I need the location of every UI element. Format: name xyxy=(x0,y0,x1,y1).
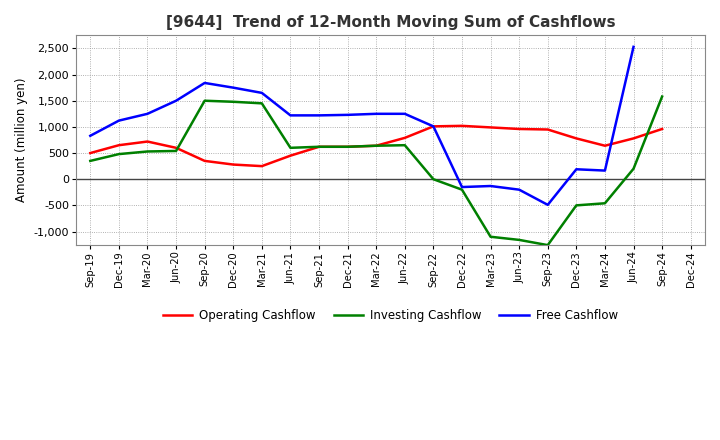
Operating Cashflow xyxy=(429,124,438,129)
Investing Cashflow xyxy=(429,176,438,182)
Free Cashflow xyxy=(315,113,323,118)
Free Cashflow xyxy=(572,167,580,172)
Free Cashflow xyxy=(114,118,123,123)
Operating Cashflow xyxy=(400,135,409,140)
Operating Cashflow xyxy=(458,123,467,128)
Free Cashflow xyxy=(200,81,209,86)
Investing Cashflow xyxy=(315,144,323,150)
Free Cashflow xyxy=(229,85,238,90)
Line: Operating Cashflow: Operating Cashflow xyxy=(90,126,662,166)
Investing Cashflow xyxy=(114,151,123,157)
Free Cashflow xyxy=(372,111,381,117)
Investing Cashflow xyxy=(258,101,266,106)
Investing Cashflow xyxy=(544,242,552,248)
Line: Free Cashflow: Free Cashflow xyxy=(90,47,634,205)
Investing Cashflow xyxy=(200,98,209,103)
Operating Cashflow xyxy=(143,139,152,144)
Investing Cashflow xyxy=(229,99,238,104)
Free Cashflow xyxy=(172,98,181,103)
Free Cashflow xyxy=(143,111,152,117)
Operating Cashflow xyxy=(629,136,638,141)
Free Cashflow xyxy=(429,124,438,129)
Free Cashflow xyxy=(286,113,294,118)
Investing Cashflow xyxy=(486,234,495,239)
Legend: Operating Cashflow, Investing Cashflow, Free Cashflow: Operating Cashflow, Investing Cashflow, … xyxy=(158,304,623,326)
Investing Cashflow xyxy=(515,237,523,242)
Operating Cashflow xyxy=(86,150,94,156)
Operating Cashflow xyxy=(343,144,352,150)
Free Cashflow xyxy=(486,183,495,189)
Y-axis label: Amount (million yen): Amount (million yen) xyxy=(15,78,28,202)
Investing Cashflow xyxy=(658,94,667,99)
Investing Cashflow xyxy=(600,201,609,206)
Investing Cashflow xyxy=(286,145,294,150)
Operating Cashflow xyxy=(286,153,294,158)
Operating Cashflow xyxy=(229,162,238,167)
Operating Cashflow xyxy=(372,143,381,148)
Operating Cashflow xyxy=(114,143,123,148)
Operating Cashflow xyxy=(658,126,667,132)
Investing Cashflow xyxy=(372,143,381,148)
Investing Cashflow xyxy=(86,158,94,164)
Operating Cashflow xyxy=(515,126,523,132)
Free Cashflow xyxy=(458,184,467,190)
Investing Cashflow xyxy=(172,148,181,154)
Free Cashflow xyxy=(86,133,94,139)
Operating Cashflow xyxy=(600,143,609,148)
Free Cashflow xyxy=(515,187,523,192)
Free Cashflow xyxy=(600,168,609,173)
Investing Cashflow xyxy=(629,166,638,172)
Operating Cashflow xyxy=(315,144,323,150)
Free Cashflow xyxy=(544,202,552,208)
Operating Cashflow xyxy=(172,145,181,150)
Operating Cashflow xyxy=(258,164,266,169)
Investing Cashflow xyxy=(572,203,580,208)
Free Cashflow xyxy=(629,44,638,49)
Investing Cashflow xyxy=(143,149,152,154)
Investing Cashflow xyxy=(343,144,352,150)
Operating Cashflow xyxy=(486,125,495,130)
Free Cashflow xyxy=(343,112,352,117)
Operating Cashflow xyxy=(572,136,580,141)
Title: [9644]  Trend of 12-Month Moving Sum of Cashflows: [9644] Trend of 12-Month Moving Sum of C… xyxy=(166,15,616,30)
Line: Investing Cashflow: Investing Cashflow xyxy=(90,96,662,245)
Investing Cashflow xyxy=(458,187,467,192)
Free Cashflow xyxy=(258,90,266,95)
Operating Cashflow xyxy=(544,127,552,132)
Investing Cashflow xyxy=(400,143,409,148)
Operating Cashflow xyxy=(200,158,209,164)
Free Cashflow xyxy=(400,111,409,117)
